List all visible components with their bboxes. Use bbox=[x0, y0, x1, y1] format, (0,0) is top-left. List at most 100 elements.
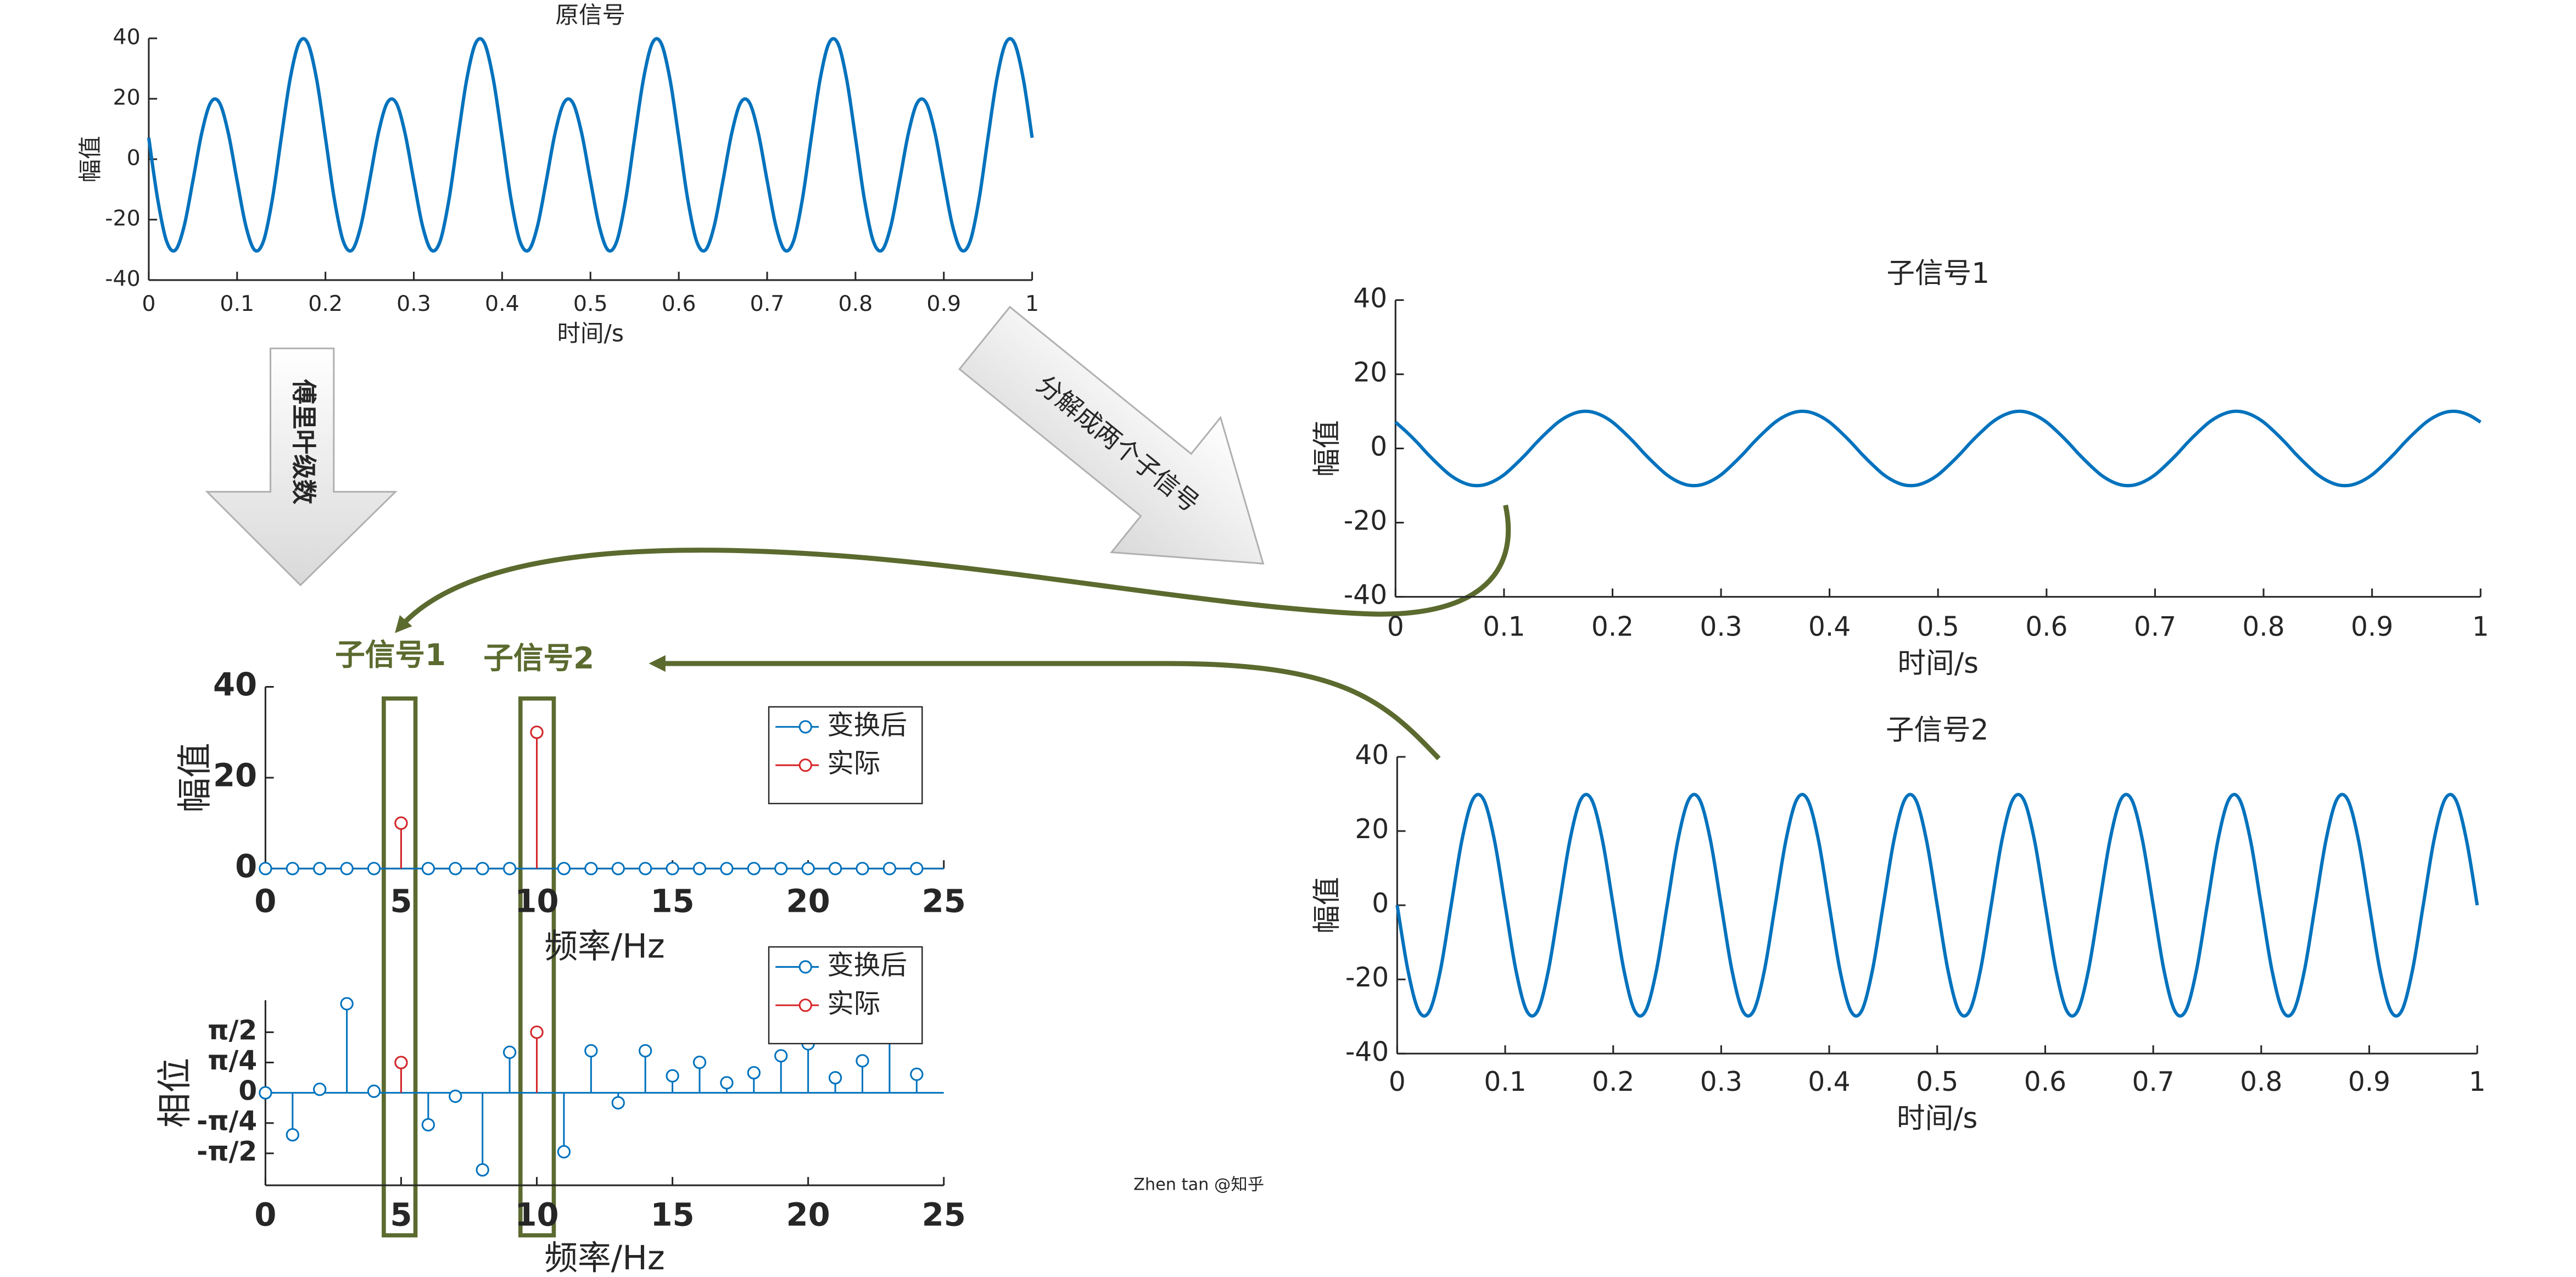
y-tick-label: -π/4 bbox=[197, 1106, 257, 1137]
stem-marker bbox=[801, 862, 815, 876]
y-axis-label: 幅值 bbox=[1311, 420, 1344, 477]
y-tick-label: 0 bbox=[235, 847, 257, 885]
x-tick-label: 1 bbox=[1025, 291, 1039, 316]
x-axis-label: 频率/Hz bbox=[544, 1239, 664, 1277]
y-tick-label: -20 bbox=[1344, 506, 1387, 537]
stem-marker bbox=[584, 1044, 598, 1058]
stem-marker bbox=[774, 862, 788, 876]
x-axis-label: 时间/s bbox=[1898, 647, 1979, 680]
x-tick-label: 0.4 bbox=[1808, 611, 1851, 642]
block-arrow bbox=[205, 347, 398, 587]
x-tick-label: 0 bbox=[1387, 611, 1404, 642]
legend-box bbox=[768, 706, 923, 805]
x-tick-label: 0.3 bbox=[1700, 611, 1742, 642]
y-axis-label: 幅值 bbox=[77, 136, 104, 182]
x-axis-label: 时间/s bbox=[1897, 1102, 1977, 1135]
x-tick-label: 0.5 bbox=[1916, 1067, 1958, 1097]
stem-marker bbox=[828, 862, 842, 876]
stem-marker bbox=[882, 862, 897, 876]
x-tick-label: 0.3 bbox=[1700, 1067, 1742, 1097]
stem-marker bbox=[611, 862, 625, 876]
stem-marker bbox=[774, 1049, 788, 1063]
legend-label: 变换后 bbox=[827, 950, 907, 980]
x-tick-label: 0.6 bbox=[662, 291, 696, 316]
block-arrow bbox=[958, 305, 1265, 565]
stem-marker bbox=[313, 862, 327, 876]
stem-marker bbox=[394, 816, 408, 830]
x-tick-label: 0 bbox=[142, 291, 155, 316]
legend-marker bbox=[798, 720, 812, 734]
x-tick-label: 0.2 bbox=[308, 291, 343, 316]
stem-marker bbox=[747, 862, 761, 876]
chart-title: 子信号1 bbox=[1886, 257, 1990, 290]
connector-arrow bbox=[649, 655, 1441, 761]
x-tick-label: 0.3 bbox=[396, 291, 431, 316]
stem-marker bbox=[340, 997, 354, 1011]
stem-marker bbox=[692, 862, 707, 876]
y-tick-label: -40 bbox=[105, 266, 140, 291]
stem-marker bbox=[340, 862, 354, 876]
x-tick-label: 25 bbox=[922, 883, 966, 920]
x-tick-label: 1 bbox=[2469, 1067, 2486, 1097]
stem-marker bbox=[692, 1056, 707, 1069]
stem-marker bbox=[476, 1163, 489, 1177]
x-tick-label: 0.4 bbox=[485, 291, 519, 316]
y-tick-label: π/4 bbox=[208, 1045, 257, 1076]
chart-title: 原信号 bbox=[556, 2, 625, 29]
x-tick-label: 0 bbox=[1389, 1067, 1406, 1097]
stem-marker bbox=[449, 862, 462, 876]
y-tick-label: 0 bbox=[238, 1076, 257, 1107]
y-tick-label: -20 bbox=[1345, 962, 1389, 993]
y-tick-label: 20 bbox=[213, 757, 257, 794]
x-tick-label: 0.1 bbox=[220, 291, 254, 316]
block-arrow-group: 分解成两个子信号 bbox=[958, 305, 1265, 565]
x-axis-label: 时间/s bbox=[557, 321, 624, 348]
chart-title: 子信号2 bbox=[1886, 713, 1989, 746]
component-label: 子信号2 bbox=[483, 640, 594, 676]
x-tick-label: 0.4 bbox=[1808, 1067, 1850, 1097]
stem-marker bbox=[286, 1128, 299, 1142]
stem-marker bbox=[476, 862, 489, 876]
stem-marker bbox=[910, 1067, 924, 1081]
x-tick-label: 0.1 bbox=[1483, 611, 1525, 642]
x-tick-label: 20 bbox=[786, 883, 830, 920]
x-tick-label: 0.9 bbox=[926, 291, 961, 316]
arrow-label: 傅里叶级数 bbox=[289, 379, 318, 505]
x-tick-label: 5 bbox=[390, 1196, 412, 1233]
highlight-box bbox=[382, 696, 418, 1237]
x-tick-label: 5 bbox=[390, 883, 412, 920]
stem-marker bbox=[639, 862, 652, 876]
y-axis-label: 幅值 bbox=[175, 743, 216, 812]
stem-marker bbox=[286, 862, 299, 876]
y-tick-label: 40 bbox=[113, 24, 141, 49]
stem-marker bbox=[720, 862, 734, 876]
x-tick-label: 20 bbox=[786, 1196, 830, 1233]
stem-marker bbox=[611, 1096, 625, 1109]
y-tick-label: -40 bbox=[1345, 1036, 1389, 1067]
legend-label: 实际 bbox=[827, 748, 880, 779]
x-tick-label: 0.9 bbox=[2348, 1067, 2390, 1097]
x-tick-label: 0.5 bbox=[573, 291, 608, 316]
x-tick-label: 1 bbox=[2472, 611, 2489, 642]
legend-marker bbox=[798, 960, 812, 974]
x-tick-label: 0.1 bbox=[1484, 1067, 1526, 1097]
stem-marker bbox=[747, 1066, 761, 1080]
x-tick-label: 25 bbox=[922, 1196, 966, 1233]
x-tick-label: 10 bbox=[515, 1196, 558, 1233]
component-label: 子信号1 bbox=[335, 637, 446, 672]
stem-marker bbox=[910, 862, 924, 876]
stem-marker bbox=[313, 1083, 327, 1096]
y-tick-label: 40 bbox=[213, 666, 257, 703]
x-tick-label: 0.7 bbox=[2132, 1067, 2174, 1097]
x-axis-label: 频率/Hz bbox=[544, 928, 664, 966]
x-tick-label: 0.2 bbox=[1591, 611, 1634, 642]
x-tick-label: 10 bbox=[515, 883, 558, 920]
stem-marker bbox=[584, 862, 598, 876]
x-tick-label: 0.8 bbox=[838, 291, 873, 316]
signal-line bbox=[147, 37, 1034, 253]
x-tick-label: 0.8 bbox=[2240, 1067, 2282, 1097]
legend-marker bbox=[798, 999, 812, 1012]
stem-marker bbox=[666, 1069, 679, 1083]
stem-marker bbox=[449, 1089, 462, 1103]
